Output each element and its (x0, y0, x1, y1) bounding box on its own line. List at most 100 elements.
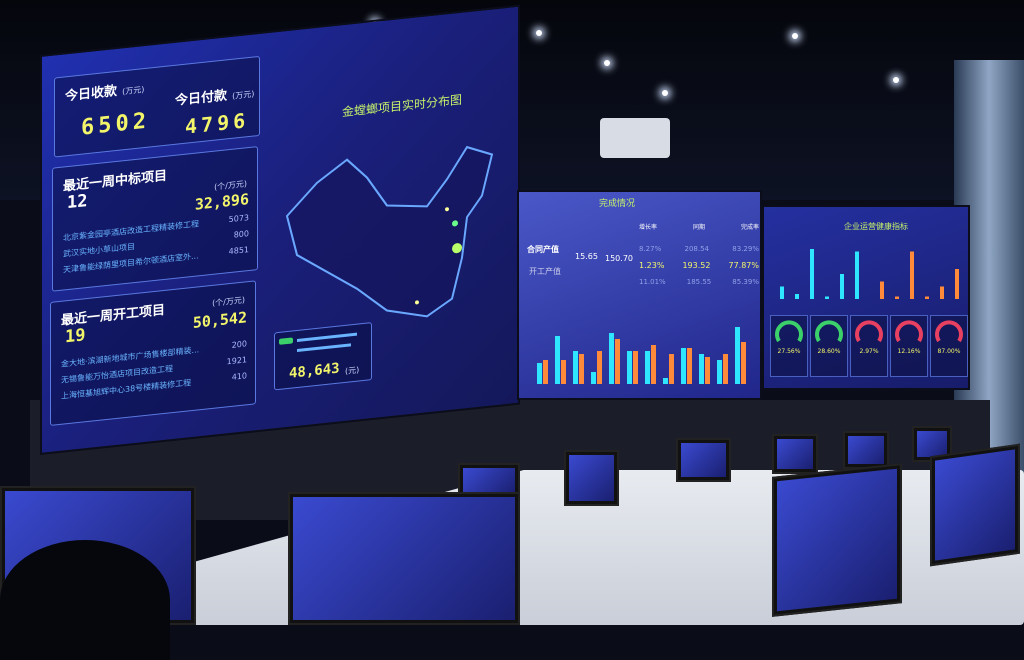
table-row: 11.01% 185.55 85.39% (639, 278, 759, 286)
chart-bar (810, 249, 814, 299)
gauge-value: 87.00% (937, 348, 961, 355)
video-wall-right: 企业运营健康指标 27.56% 28.60% 2.97% 12.16% 87.00% (762, 205, 970, 390)
chart-bar (717, 360, 722, 384)
receipt-value: 6502 (81, 108, 150, 141)
chart-bar (825, 296, 829, 299)
chart-bar (741, 342, 746, 384)
table-row: 1.23% 193.52 77.87% (639, 261, 759, 270)
chart-bar (663, 378, 668, 384)
gauge-value: 27.56% (777, 348, 801, 355)
chart-bar (579, 354, 584, 384)
gauge: 12.16% (890, 315, 928, 377)
receipt-unit: (万元) (122, 85, 145, 97)
payment-label: 今日付款 (175, 88, 228, 109)
project-marker (415, 300, 419, 305)
won-title: 最近一周中标项目 (63, 168, 168, 195)
column-header: 完成率 (740, 224, 759, 231)
chart-bar (955, 269, 959, 299)
gauge: 87.00% (930, 315, 968, 377)
started-list: 金大地·滨湖新地城市广场售楼部精装... 200 无锡鲁能万怡酒店项目改造工程 19… (61, 334, 247, 402)
chart-bar (687, 348, 692, 384)
china-map[interactable] (277, 104, 497, 347)
output-bar-chart (537, 327, 746, 384)
project-marker (452, 220, 458, 227)
table-cell: 1.23% (639, 261, 665, 270)
video-wall-middle: 完成情况 合同产值 15.65 150.70 开工产值 增长率 同期 完成率 8.27… (517, 190, 762, 400)
column-header: 增长率 (639, 224, 658, 231)
chart-bar (880, 281, 884, 299)
popup-text (297, 332, 357, 342)
chart-bar (597, 351, 602, 384)
started-value-label: 开工产值 (529, 267, 561, 276)
gauge-value: 12.16% (897, 348, 921, 355)
chart-bar (669, 354, 674, 384)
table-cell: 193.52 (682, 261, 711, 270)
column-header: 同期 (692, 224, 705, 231)
video-wall-left: 今日收款 (万元) 6502 今日付款 (万元) 4796 最近一周中标项目 1… (40, 4, 520, 456)
monitor (676, 438, 731, 482)
ceiling-light (536, 30, 542, 36)
popup-unit: (元) (345, 365, 360, 376)
chart-bar (705, 357, 710, 384)
ceiling-light (662, 90, 668, 96)
project-marker (452, 243, 462, 254)
table-cell: 77.87% (728, 261, 759, 270)
chart-bar (645, 351, 650, 384)
gauge-dial (775, 320, 803, 343)
table-cell: 185.55 (686, 278, 712, 286)
map-popup: 48,643 (元) (274, 322, 372, 391)
monitor (564, 450, 619, 506)
contract-b: 150.70 (605, 254, 633, 263)
gauge: 28.60% (810, 315, 848, 377)
table-cell: 83.29% (732, 245, 759, 253)
started-projects-card: 最近一周开工项目 19 (个/万元) 50,542 金大地·滨湖新地城市广场售楼… (50, 280, 256, 426)
popup-text (297, 343, 351, 352)
chart-bar (840, 274, 844, 299)
gauge: 2.97% (850, 315, 888, 377)
started-count: 19 (65, 325, 86, 348)
chart-bar (735, 327, 740, 384)
person-silhouette (0, 540, 170, 660)
monitor (843, 431, 889, 469)
table-cell: 11.01% (639, 278, 666, 286)
gauge: 27.56% (770, 315, 808, 377)
monitor (930, 443, 1020, 567)
won-projects-card: 最近一周中标项目 12 (个/万元) 32,896 北京紫金园亭酒店改造工程精装… (52, 146, 258, 292)
gauge-dial (815, 320, 843, 343)
chart-bar (591, 372, 596, 384)
ceiling-light (604, 60, 610, 66)
chart-bar (561, 360, 566, 384)
health-bar-charts (780, 249, 959, 299)
chart-bar (651, 345, 656, 384)
ceiling-light (893, 77, 899, 83)
chart-bar (555, 336, 560, 384)
table-cell: 8.27% (639, 245, 662, 253)
started-total: 50,542 (192, 308, 247, 332)
gauge-dial (895, 320, 923, 343)
tag-icon (279, 337, 293, 345)
won-count: 12 (67, 191, 88, 214)
chart-bar (573, 351, 578, 384)
chart-bar (633, 351, 638, 384)
table-cell: 208.54 (684, 245, 710, 253)
won-list: 北京紫金园亭酒店改造工程精装修工程 5073 武汉实地小草山项目 800 天津鲁能绿… (63, 208, 249, 276)
chart-bar (615, 339, 620, 384)
monitor (772, 463, 902, 617)
chart-bar (910, 251, 914, 299)
contract-label: 合同产值 (527, 245, 559, 254)
right-title: 企业运营健康指标 (844, 222, 908, 231)
chart-bar (537, 363, 542, 384)
payment-unit: (万元) (232, 89, 255, 101)
chart-bar (795, 294, 799, 299)
chart-bar (609, 333, 614, 384)
gauge-value: 2.97% (859, 348, 879, 355)
chart-bar (699, 354, 704, 384)
ceiling-light (792, 33, 798, 39)
completion-table: 增长率 同期 完成率 8.27% 208.54 83.29% 1.23% 193.52 77.8… (639, 222, 759, 294)
chart-bar (895, 296, 899, 299)
chart-bar (780, 286, 784, 299)
popup-value: 48,643 (289, 360, 340, 382)
payment-value: 4796 (185, 108, 250, 139)
gauge-dial (935, 320, 963, 343)
started-unit: (个/万元) (212, 295, 245, 308)
